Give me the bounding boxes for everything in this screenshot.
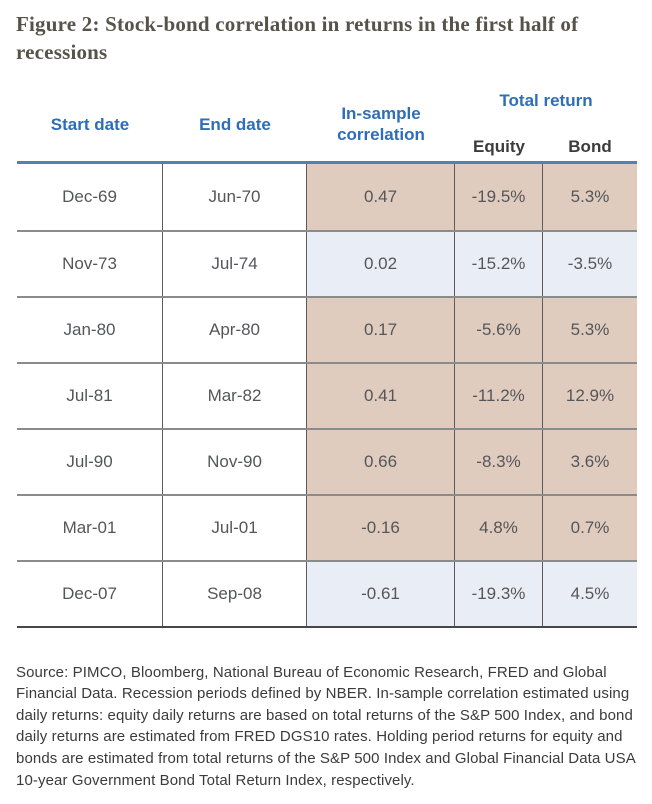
cell-equity-return: -11.2% bbox=[455, 363, 543, 428]
cell-equity-return: -15.2% bbox=[455, 231, 543, 296]
cell-equity-return: 4.8% bbox=[455, 495, 543, 560]
table-row: Mar-01 Jul-01 -0.16 4.8% 0.7% bbox=[17, 493, 637, 560]
cell-bond-return: 5.3% bbox=[543, 297, 637, 362]
cell-end-date: Mar-82 bbox=[163, 363, 307, 428]
cell-bond-return: 12.9% bbox=[543, 363, 637, 428]
cell-in-sample-correlation: 0.17 bbox=[307, 297, 455, 362]
cell-equity-return: -5.6% bbox=[455, 297, 543, 362]
cell-bond-return: 5.3% bbox=[543, 163, 637, 230]
cell-end-date: Sep-08 bbox=[163, 561, 307, 626]
col-header-bond: Bond bbox=[568, 136, 612, 156]
source-note: Source: PIMCO, Bloomberg, National Burea… bbox=[16, 663, 635, 789]
table-row: Nov-73 Jul-74 0.02 -15.2% -3.5% bbox=[17, 229, 637, 296]
figure-title: Figure 2: Stock-bond correlation in retu… bbox=[16, 12, 579, 65]
table-row: Jul-90 Nov-90 0.66 -8.3% 3.6% bbox=[17, 427, 637, 494]
cell-in-sample-correlation: 0.02 bbox=[307, 231, 455, 296]
cell-end-date: Nov-90 bbox=[163, 429, 307, 494]
cell-start-date: Jan-80 bbox=[17, 297, 163, 362]
table-row: Jan-80 Apr-80 0.17 -5.6% 5.3% bbox=[17, 295, 637, 362]
col-header-start-date: Start date bbox=[50, 114, 130, 134]
cell-in-sample-correlation: -0.16 bbox=[307, 495, 455, 560]
cell-equity-return: -19.3% bbox=[455, 561, 543, 626]
cell-start-date: Dec-69 bbox=[17, 163, 163, 230]
cell-bond-return: 3.6% bbox=[543, 429, 637, 494]
cell-bond-return: 4.5% bbox=[543, 561, 637, 626]
cell-in-sample-correlation: -0.61 bbox=[307, 561, 455, 626]
cell-bond-return: 0.7% bbox=[543, 495, 637, 560]
table-row: Jul-81 Mar-82 0.41 -11.2% 12.9% bbox=[17, 361, 637, 428]
cell-in-sample-correlation: 0.66 bbox=[307, 429, 455, 494]
table-body: Dec-69 Jun-70 0.47 -19.5% 5.3% Nov-73 Ju… bbox=[17, 160, 637, 628]
cell-start-date: Nov-73 bbox=[17, 231, 163, 296]
col-header-in-sample-correlation: In-sample correlation bbox=[337, 104, 425, 144]
cell-start-date: Jul-81 bbox=[17, 363, 163, 428]
cell-end-date: Apr-80 bbox=[163, 297, 307, 362]
table-row: Dec-07 Sep-08 -0.61 -19.3% 4.5% bbox=[17, 559, 637, 626]
cell-end-date: Jul-74 bbox=[163, 231, 307, 296]
cell-bond-return: -3.5% bbox=[543, 231, 637, 296]
cell-end-date: Jun-70 bbox=[163, 163, 307, 230]
cell-start-date: Jul-90 bbox=[17, 429, 163, 494]
recession-correlation-table: Start date End date In-sample correlatio… bbox=[17, 89, 637, 628]
cell-in-sample-correlation: 0.41 bbox=[307, 363, 455, 428]
cell-start-date: Mar-01 bbox=[17, 495, 163, 560]
col-header-end-date: End date bbox=[199, 114, 271, 134]
table-row: Dec-69 Jun-70 0.47 -19.5% 5.3% bbox=[17, 163, 637, 230]
total-return-subheaders: Equity Bond bbox=[455, 137, 637, 157]
col-header-equity: Equity bbox=[473, 136, 525, 156]
cell-start-date: Dec-07 bbox=[17, 561, 163, 626]
col-group-total-return: Total return Equity Bond bbox=[455, 89, 637, 161]
cell-equity-return: -19.5% bbox=[455, 163, 543, 230]
cell-end-date: Jul-01 bbox=[163, 495, 307, 560]
cell-in-sample-correlation: 0.47 bbox=[307, 163, 455, 230]
col-header-total-return: Total return bbox=[499, 90, 593, 110]
table-header-row: Start date End date In-sample correlatio… bbox=[17, 89, 637, 161]
cell-equity-return: -8.3% bbox=[455, 429, 543, 494]
